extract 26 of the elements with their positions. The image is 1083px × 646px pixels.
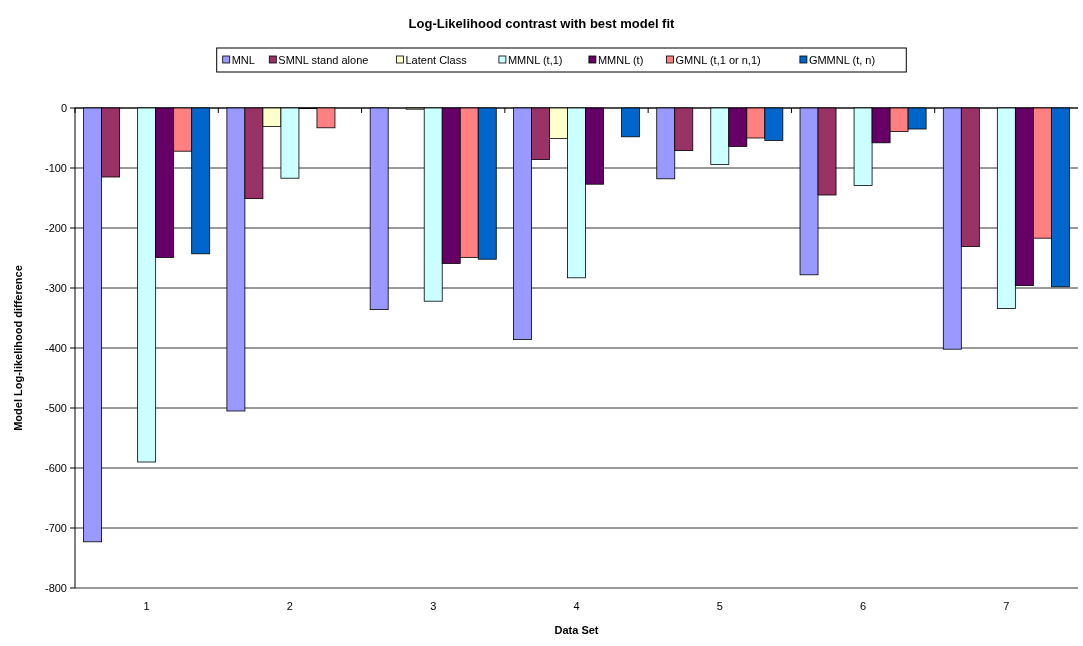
x-tick-label: 3 <box>430 600 437 612</box>
legend-label: GMNL (t,1 or n,1) <box>675 53 761 66</box>
y-tick-label: -400 <box>44 341 67 354</box>
x-tick-label: 6 <box>860 600 867 612</box>
y-tick-label: -800 <box>44 581 67 594</box>
x-tick-label: 7 <box>1003 600 1010 612</box>
x-tick-label: 4 <box>573 600 580 612</box>
legend-label: MNL <box>231 53 255 66</box>
legend-label: MMNL (t,1) <box>507 53 563 66</box>
legend-label: GMMNL (t, n) <box>808 53 876 66</box>
y-tick-label: -600 <box>44 461 67 474</box>
y-tick-label: 0 <box>60 101 67 114</box>
x-tick-label: 1 <box>143 600 150 612</box>
x-tick-label: 5 <box>716 600 723 612</box>
legend-label: SMNL stand alone <box>278 53 369 66</box>
x-axis-title: Data Set <box>554 624 599 636</box>
y-tick-label: -100 <box>44 161 67 174</box>
y-tick-label: -200 <box>44 221 67 234</box>
chart-title: Log-Likelihood contrast with best model fit <box>408 16 676 31</box>
y-axis-title: Model Log-likelihood difference <box>12 265 24 431</box>
x-tick-label: 2 <box>286 600 293 612</box>
y-tick-label: -500 <box>44 401 67 414</box>
legend-label: MMNL (t) <box>597 53 644 66</box>
y-tick-label: -300 <box>44 281 67 294</box>
legend-label: Latent Class <box>405 53 468 66</box>
y-tick-label: -700 <box>44 521 67 534</box>
